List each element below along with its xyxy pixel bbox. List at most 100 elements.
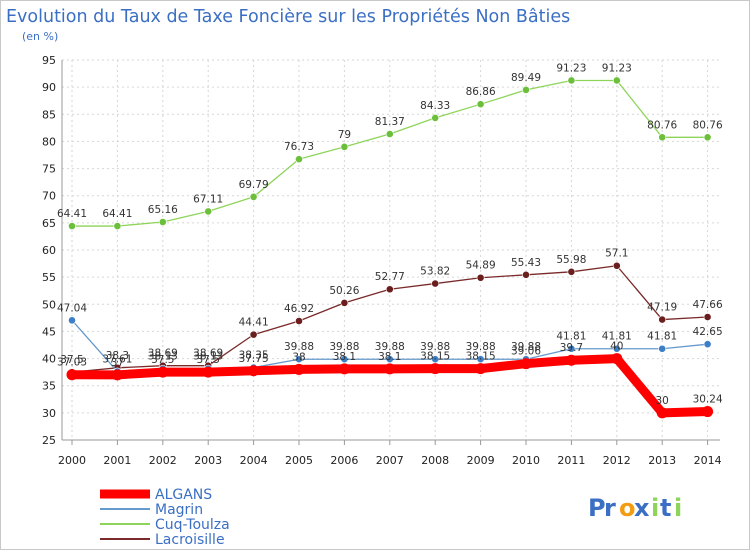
data-label-magrin: 41.81 bbox=[556, 331, 586, 343]
series-cuq-toulza bbox=[68, 76, 712, 230]
y-tick-label: 60 bbox=[42, 244, 56, 257]
data-point-lacroisille bbox=[295, 317, 303, 325]
data-point-magrin bbox=[612, 344, 621, 353]
data-label-cuq-toulza: 86.86 bbox=[466, 86, 496, 98]
axes: 25 30 35 40 45 50 55 60 65 70 75 80 85 90 95 2000 2001 20… bbox=[42, 54, 722, 467]
data-point-cuq-toulza bbox=[113, 222, 122, 230]
grid bbox=[62, 59, 720, 441]
data-point-cuq-toulza bbox=[340, 142, 349, 151]
data-label-algans: 38.1 bbox=[333, 351, 356, 363]
series-layer bbox=[66, 76, 714, 419]
data-label-magrin: 39.88 bbox=[375, 341, 405, 353]
data-point-algans bbox=[384, 363, 396, 375]
data-label-algans: 37.5 bbox=[151, 354, 174, 366]
data-point-cuq-toulza bbox=[658, 133, 667, 142]
data-label-algans: 37 bbox=[111, 357, 124, 369]
data-label-cuq-toulza: 79 bbox=[338, 129, 351, 141]
legend-label-lacroisille: Lacroisille bbox=[155, 532, 225, 548]
brand-letter: i bbox=[651, 494, 659, 522]
data-point-magrin bbox=[295, 355, 303, 364]
data-label-lacroisille: 46.92 bbox=[284, 303, 314, 315]
x-tick-label: 2011 bbox=[557, 454, 585, 467]
data-point-lacroisille bbox=[703, 313, 712, 321]
data-label-algans: 37.75 bbox=[239, 353, 269, 365]
data-label-lacroisille: 57.1 bbox=[605, 248, 628, 260]
data-label-cuq-toulza: 80.76 bbox=[647, 119, 677, 131]
data-label-cuq-toulza: 91.23 bbox=[556, 62, 586, 74]
y-tick-label: 25 bbox=[42, 434, 56, 447]
data-point-cuq-toulza bbox=[158, 218, 167, 226]
data-label-lacroisille: 47.19 bbox=[647, 302, 677, 314]
data-label-algans: 38 bbox=[292, 351, 305, 363]
data-label-lacroisille: 37.5 bbox=[60, 354, 83, 366]
brand-letter: o bbox=[619, 494, 636, 522]
data-label-magrin: 38.35 bbox=[239, 350, 269, 362]
x-tick-label: 2003 bbox=[194, 454, 222, 467]
data-label-cuq-toulza: 76.73 bbox=[284, 141, 314, 153]
data-label-algans: 38.15 bbox=[466, 351, 496, 363]
data-label-magrin: 39.88 bbox=[511, 341, 541, 353]
data-label-algans: 37.5 bbox=[197, 354, 220, 366]
data-label-lacroisille: 38.69 bbox=[148, 348, 178, 360]
data-label-magrin: 39.88 bbox=[284, 341, 314, 353]
data-label-cuq-toulza: 65.16 bbox=[148, 204, 178, 216]
data-label-cuq-toulza: 64.41 bbox=[57, 208, 87, 220]
y-tick-label: 85 bbox=[42, 108, 56, 121]
data-label-magrin: 41.81 bbox=[647, 331, 677, 343]
data-point-magrin bbox=[476, 355, 485, 364]
data-label-cuq-toulza: 80.76 bbox=[693, 119, 723, 131]
y-tick-label: 75 bbox=[42, 163, 56, 176]
x-tick-label: 2004 bbox=[240, 454, 268, 467]
data-label-algans: 30 bbox=[656, 395, 669, 407]
data-label-cuq-toulza: 64.41 bbox=[102, 208, 132, 220]
data-label-algans: 37.03 bbox=[57, 357, 87, 369]
data-label-lacroisille: 38.69 bbox=[193, 348, 223, 360]
series-algans bbox=[66, 353, 714, 419]
proxiti-logo: Pr ox i t i bbox=[588, 494, 682, 522]
data-point-algans bbox=[66, 369, 78, 381]
data-label-lacroisille: 38.3 bbox=[106, 350, 129, 362]
data-point-algans bbox=[157, 366, 169, 378]
data-label-lacroisille: 53.82 bbox=[420, 266, 450, 278]
data-point-cuq-toulza bbox=[612, 76, 621, 85]
data-point-lacroisille bbox=[385, 285, 394, 294]
plot-area bbox=[62, 60, 720, 440]
data-label-algans: 39.06 bbox=[511, 346, 541, 358]
data-point-lacroisille bbox=[522, 270, 530, 279]
x-tick-label: 2006 bbox=[330, 454, 358, 467]
data-point-cuq-toulza bbox=[476, 100, 485, 109]
x-tick-label: 2010 bbox=[512, 454, 540, 467]
data-label-lacroisille: 55.98 bbox=[556, 254, 586, 266]
data-point-cuq-toulza bbox=[385, 130, 394, 138]
y-tick-label: 30 bbox=[42, 407, 56, 420]
brand-letter: P bbox=[588, 494, 606, 522]
data-point-magrin bbox=[340, 355, 349, 364]
data-label-magrin: 41.81 bbox=[602, 331, 632, 343]
data-label-algans: 30.24 bbox=[693, 394, 723, 406]
data-label-cuq-toulza: 89.49 bbox=[511, 72, 541, 84]
data-label-algans: 39.7 bbox=[560, 342, 583, 354]
data-label-algans: 38.1 bbox=[378, 351, 401, 363]
data-label-lacroisille: 55.43 bbox=[511, 257, 541, 269]
data-point-lacroisille bbox=[567, 267, 576, 276]
x-tick-label: 2014 bbox=[694, 454, 722, 467]
data-point-magrin bbox=[658, 344, 667, 353]
data-point-cuq-toulza bbox=[703, 133, 712, 142]
data-point-lacroisille bbox=[612, 261, 621, 270]
data-point-lacroisille bbox=[249, 330, 258, 339]
data-label-lacroisille: 52.77 bbox=[375, 271, 405, 283]
y-tick-label: 55 bbox=[42, 271, 56, 284]
data-point-lacroisille bbox=[431, 279, 440, 288]
data-point-lacroisille bbox=[658, 315, 667, 324]
x-tick-label: 2007 bbox=[376, 454, 404, 467]
data-label-magrin: 47.04 bbox=[57, 302, 87, 314]
data-label-algans: 40 bbox=[610, 341, 623, 353]
data-label-algans: 38.15 bbox=[420, 351, 450, 363]
data-point-cuq-toulza bbox=[522, 86, 530, 94]
data-label-lacroisille: 50.26 bbox=[329, 285, 359, 297]
data-point-cuq-toulza bbox=[68, 222, 76, 230]
data-point-algans bbox=[429, 363, 441, 375]
x-tick-label: 2002 bbox=[149, 454, 177, 467]
data-point-algans bbox=[248, 365, 260, 377]
